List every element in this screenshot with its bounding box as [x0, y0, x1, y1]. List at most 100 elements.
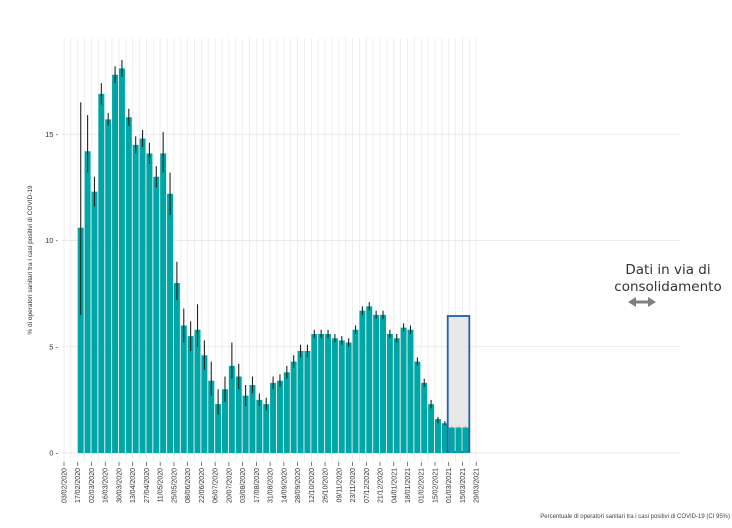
arrow-left-icon	[628, 297, 636, 307]
y-tick-label: 15 -	[45, 130, 58, 139]
x-tick-label: 29/03/2021	[474, 468, 481, 503]
bar	[256, 399, 263, 453]
bar	[441, 423, 448, 453]
bar	[380, 314, 386, 453]
bar	[338, 340, 345, 453]
bar	[112, 74, 119, 453]
bar	[352, 329, 359, 453]
x-tick-label: 01/02/2021	[419, 468, 426, 503]
x-tick-label: 17/08/2020	[254, 468, 261, 503]
x-tick-label: 23/11/2020	[350, 468, 357, 503]
bar	[455, 427, 462, 453]
x-tick-label: 09/11/2020	[336, 468, 343, 503]
bar	[318, 334, 325, 453]
bar	[270, 382, 277, 453]
y-axis-label: % di operatori sanitari tra i casi posit…	[27, 185, 34, 335]
x-tick-label: 08/06/2020	[185, 468, 192, 503]
bar	[366, 306, 373, 453]
bar	[84, 151, 91, 453]
x-tick-label: 13/04/2020	[130, 468, 137, 503]
bar	[194, 329, 201, 453]
x-tick-label: 14/09/2020	[281, 468, 288, 503]
bar	[290, 361, 297, 453]
bar	[167, 193, 174, 453]
bar	[215, 404, 222, 453]
bar	[325, 334, 332, 453]
bar	[139, 138, 146, 453]
x-tick-label: 31/08/2020	[268, 468, 275, 503]
bar	[373, 314, 380, 453]
bar	[173, 283, 180, 453]
bar	[400, 327, 407, 453]
x-tick-label: 20/07/2020	[226, 468, 233, 503]
bar	[434, 419, 441, 453]
bar	[276, 380, 283, 453]
bar	[428, 404, 435, 453]
bar	[421, 382, 428, 453]
consolidation-label: Dati in via di consolidamento	[614, 262, 722, 295]
bar	[132, 144, 139, 453]
bar	[249, 385, 256, 453]
bar	[331, 338, 338, 453]
bar	[201, 355, 208, 453]
bar	[235, 376, 242, 453]
bar	[311, 334, 318, 453]
bar	[118, 68, 125, 453]
y-tick-label: 0 -	[49, 449, 58, 458]
arrow-right-icon	[648, 297, 656, 307]
x-tick-label: 15/03/2021	[460, 468, 467, 503]
bar	[386, 334, 393, 453]
bar	[448, 427, 455, 453]
x-tick-label: 06/07/2020	[213, 468, 220, 503]
bar	[208, 380, 215, 453]
bar	[304, 351, 311, 453]
bar	[91, 191, 98, 453]
x-tick-label: 17/02/2020	[75, 468, 82, 503]
chart-caption: Percentuale di operatori sanitari tra i …	[540, 514, 730, 520]
bar	[187, 336, 194, 453]
x-tick-label: 11/05/2020	[158, 468, 165, 503]
bar	[222, 389, 228, 453]
bar	[263, 404, 270, 453]
x-tick-label: 18/01/2021	[405, 468, 412, 503]
bar	[283, 372, 290, 453]
x-tick-label: 03/08/2020	[240, 468, 247, 503]
x-tick-label: 30/03/2020	[116, 468, 123, 503]
x-tick-label: 03/02/2020	[62, 468, 69, 503]
x-tick-label: 25/05/2020	[171, 468, 178, 503]
y-tick-label: 10 -	[45, 236, 58, 245]
y-tick-label: 5 -	[49, 342, 58, 351]
bar	[180, 325, 187, 453]
bar	[407, 329, 414, 453]
bar	[242, 395, 249, 453]
x-axis: 03/02/2020 17/02/2020 02/03/2020 16/03/2020…	[62, 462, 481, 503]
bar	[160, 153, 167, 453]
x-tick-label: 21/12/2020	[378, 468, 385, 503]
bar	[345, 342, 352, 453]
bar	[228, 365, 235, 453]
x-tick-label: 07/12/2020	[364, 468, 371, 503]
x-tick-label: 28/09/2020	[295, 468, 302, 503]
x-tick-label: 12/10/2020	[309, 468, 316, 503]
bar	[105, 119, 112, 453]
x-tick-label: 16/03/2020	[103, 468, 110, 503]
x-tick-label: 15/02/2021	[432, 468, 439, 503]
y-axis: 0 - 5 - 10 - 15 -	[45, 130, 58, 458]
x-tick-label: 26/10/2020	[323, 468, 330, 503]
bar	[462, 427, 469, 453]
bar	[297, 351, 304, 453]
bar	[414, 361, 421, 453]
consolidation-group	[446, 297, 656, 453]
bar	[98, 93, 105, 453]
x-tick-label: 01/03/2021	[446, 468, 453, 503]
bars-group	[77, 68, 469, 453]
bar	[359, 310, 366, 453]
x-tick-label: 27/04/2020	[144, 468, 151, 503]
x-tick-label: 02/03/2020	[89, 468, 96, 503]
bar	[393, 338, 400, 453]
x-tick-label: 22/06/2020	[199, 468, 206, 503]
bar	[125, 117, 132, 453]
x-tick-label: 04/01/2021	[391, 468, 398, 503]
bar	[153, 176, 160, 453]
